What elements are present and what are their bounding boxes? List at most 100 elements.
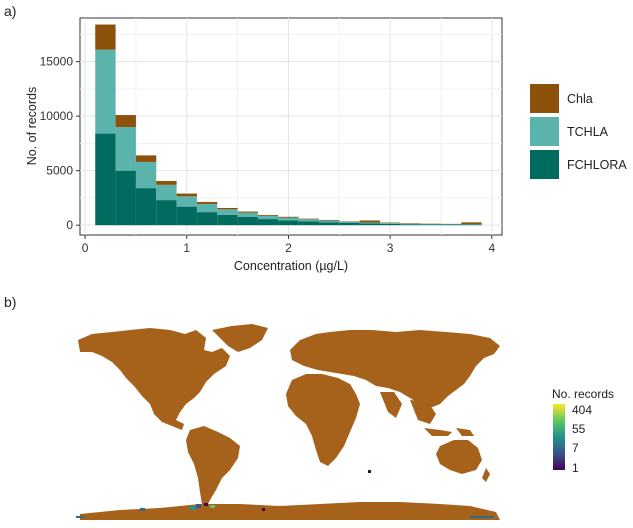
world-map [76,324,500,520]
bar-tchla [237,212,258,218]
bar-fchlora [379,223,401,226]
y-tick-label: 5000 [46,164,73,178]
bar-fchlora [135,188,157,226]
bar-fchlora [176,206,197,226]
x-tick-label: 4 [488,241,495,255]
x-tick-label: 3 [387,241,394,255]
legend: Chla TCHLA FCHLORA [530,84,627,179]
bar-tchla [135,161,157,189]
bar-tchla [95,49,116,134]
bar-fchlora [420,224,441,226]
bar-chla [135,155,157,162]
legend-tick-1: 1 [572,461,579,475]
marker [470,516,494,518]
bar-tchla [420,223,441,225]
bar-fchlora [278,220,299,226]
land-antarctica [80,502,500,520]
x-ticks: 0 1 2 3 4 [82,235,495,255]
bar-chla [95,24,116,50]
legend-label-tchla: TCHLA [567,125,609,139]
bar-tchla [115,127,136,171]
bar-chla [318,219,340,221]
land-south-asia [380,392,436,424]
bar-fchlora [339,223,360,226]
map-legend-title: No. records [552,387,614,401]
marker [210,505,215,508]
marker [140,508,145,511]
bars [95,24,482,226]
bar-chla [257,214,279,216]
bar-fchlora [318,222,340,226]
land-masses [78,324,500,520]
bar-tchla [278,217,299,221]
bar-tchla [359,222,380,224]
bar-fchlora [359,223,380,226]
bar-chla [237,211,258,213]
legend-swatch-fchlora [530,150,559,179]
land-greenland [212,324,268,352]
legend-swatch-tchla [530,117,559,146]
bar-tchla [379,223,401,224]
bar-chla [461,222,482,224]
y-ticks: 0 5000 10000 15000 [40,55,80,232]
marker [196,504,201,508]
bar-chla [115,115,136,128]
bar-fchlora [257,219,279,226]
y-tick-label: 15000 [40,55,74,69]
legend-label-fchlora: FCHLORA [567,158,627,172]
bar-chla [196,201,218,204]
land-eurasia [290,330,500,408]
bar-tchla [400,223,421,225]
marker [368,470,371,473]
bar-tchla [318,220,340,223]
bar-tchla [176,196,197,207]
bar-fchlora [217,214,238,226]
map-legend: No. records 404 55 7 1 [552,387,614,475]
bar-fchlora [298,221,319,226]
bar-fchlora [400,224,421,226]
x-tick-label: 1 [183,241,190,255]
land-australia [436,440,482,474]
legend-tick-7: 7 [572,441,579,455]
panel-label-b: b) [4,294,16,310]
y-axis-title: No. of records [25,87,39,166]
legend-label-chla: Chla [567,92,593,106]
bar-fchlora [95,133,116,226]
bar-fchlora [196,212,218,226]
x-axis-title: Concentration (µg/L) [234,259,348,273]
land-new-zealand [482,468,490,482]
bar-chla [176,193,197,197]
legend-swatch-chla [530,84,559,113]
land-africa [286,374,360,466]
bar-fchlora [461,224,482,226]
histogram-chart: 0 1 2 3 4 0 5000 10000 15000 Concentration (µg/… [25,17,627,273]
bar-fchlora [115,170,136,226]
bar-chla [217,207,238,210]
y-tick-label: 0 [66,218,73,232]
bar-fchlora [156,200,177,226]
bar-tchla [196,203,218,213]
land-south-america [186,426,240,508]
y-tick-label: 10000 [40,109,74,123]
marker [204,503,208,506]
bar-chla [298,218,319,220]
bar-tchla [217,209,238,215]
bar-chla [156,181,177,185]
panel-label-a: a) [4,3,16,19]
record-markers [76,470,494,518]
legend-tick-404: 404 [572,403,592,417]
bar-tchla [339,221,360,224]
marker [262,508,265,511]
marker [190,506,196,510]
bar-tchla [156,184,177,201]
bar-tchla [298,219,319,222]
bar-chla [278,216,299,218]
legend-tick-55: 55 [572,422,586,436]
bar-chla [359,220,380,223]
x-tick-label: 0 [82,241,89,255]
bar-fchlora [440,224,462,226]
marker [76,516,84,518]
land-north-america [78,328,230,430]
x-tick-label: 2 [285,241,292,255]
